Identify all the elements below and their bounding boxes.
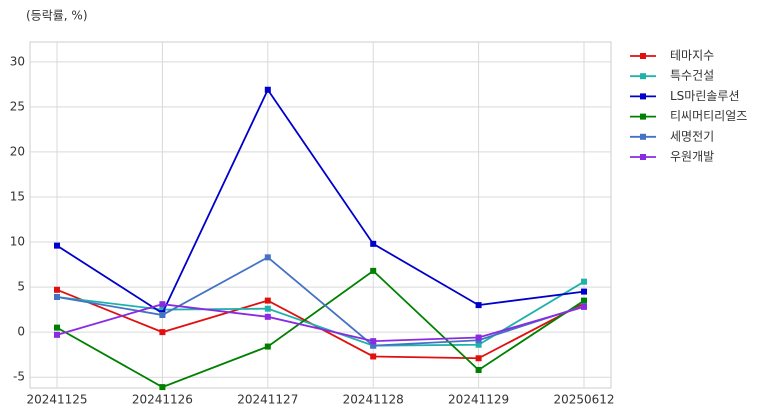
y-tick-label: 20	[10, 144, 25, 158]
point	[264, 343, 271, 350]
legend-marker	[640, 73, 646, 80]
point	[581, 288, 587, 295]
point	[264, 86, 271, 93]
legend-label: 우원개발	[670, 150, 714, 164]
legend-label: 특수건설	[670, 69, 714, 83]
point	[264, 313, 271, 320]
point	[159, 306, 166, 313]
y-tick-label: 25	[10, 99, 25, 113]
x-tick-label: 20241127	[237, 393, 298, 407]
y-tick-label: 30	[10, 54, 25, 68]
point	[159, 329, 166, 336]
point	[581, 278, 587, 285]
point	[159, 312, 166, 319]
y-tick-label: -5	[13, 370, 25, 384]
point	[370, 338, 377, 345]
point	[370, 353, 377, 360]
point	[264, 297, 271, 304]
annotation: (등락률, %)	[26, 9, 88, 23]
legend-label: 세명전기	[670, 129, 714, 143]
series-line	[56, 303, 585, 343]
y-tick-label: 5	[17, 280, 25, 294]
legend-label: LS마린솔루션	[670, 89, 740, 103]
point	[264, 254, 271, 261]
legend-marker	[640, 154, 646, 160]
point	[264, 305, 271, 312]
point	[475, 334, 482, 341]
legend-label: 테마지수	[670, 49, 714, 63]
point	[159, 384, 166, 391]
point	[475, 302, 482, 309]
x-tick-label: 20241126	[132, 393, 193, 407]
x-tick-label: 20250612	[553, 393, 614, 407]
point	[581, 297, 587, 304]
x-tick-label: 20241125	[26, 393, 87, 407]
legend-marker	[640, 133, 646, 140]
point	[54, 331, 60, 338]
point	[54, 286, 60, 293]
point	[54, 293, 60, 300]
x-tick-label: 20241128	[343, 393, 404, 407]
point	[370, 240, 377, 247]
point	[370, 342, 377, 349]
series-line	[56, 269, 585, 389]
x-tick-label: 20241129	[448, 393, 509, 407]
y-tick-label: 10	[10, 235, 25, 249]
series-line	[56, 87, 585, 315]
point	[54, 324, 60, 331]
series-line	[56, 256, 585, 347]
legend-marker	[640, 93, 646, 100]
point	[475, 366, 482, 373]
y-tick-label: 15	[10, 189, 25, 203]
point	[581, 303, 587, 310]
point	[54, 242, 60, 249]
point	[159, 301, 166, 308]
legend-label: 티씨머티리얼즈	[670, 109, 747, 123]
point	[475, 341, 482, 348]
point	[370, 267, 377, 274]
plot-area	[29, 41, 612, 389]
legend-marker	[640, 113, 646, 120]
point	[475, 355, 482, 362]
y-tick-label: 0	[17, 325, 25, 339]
legend-marker	[640, 53, 646, 59]
